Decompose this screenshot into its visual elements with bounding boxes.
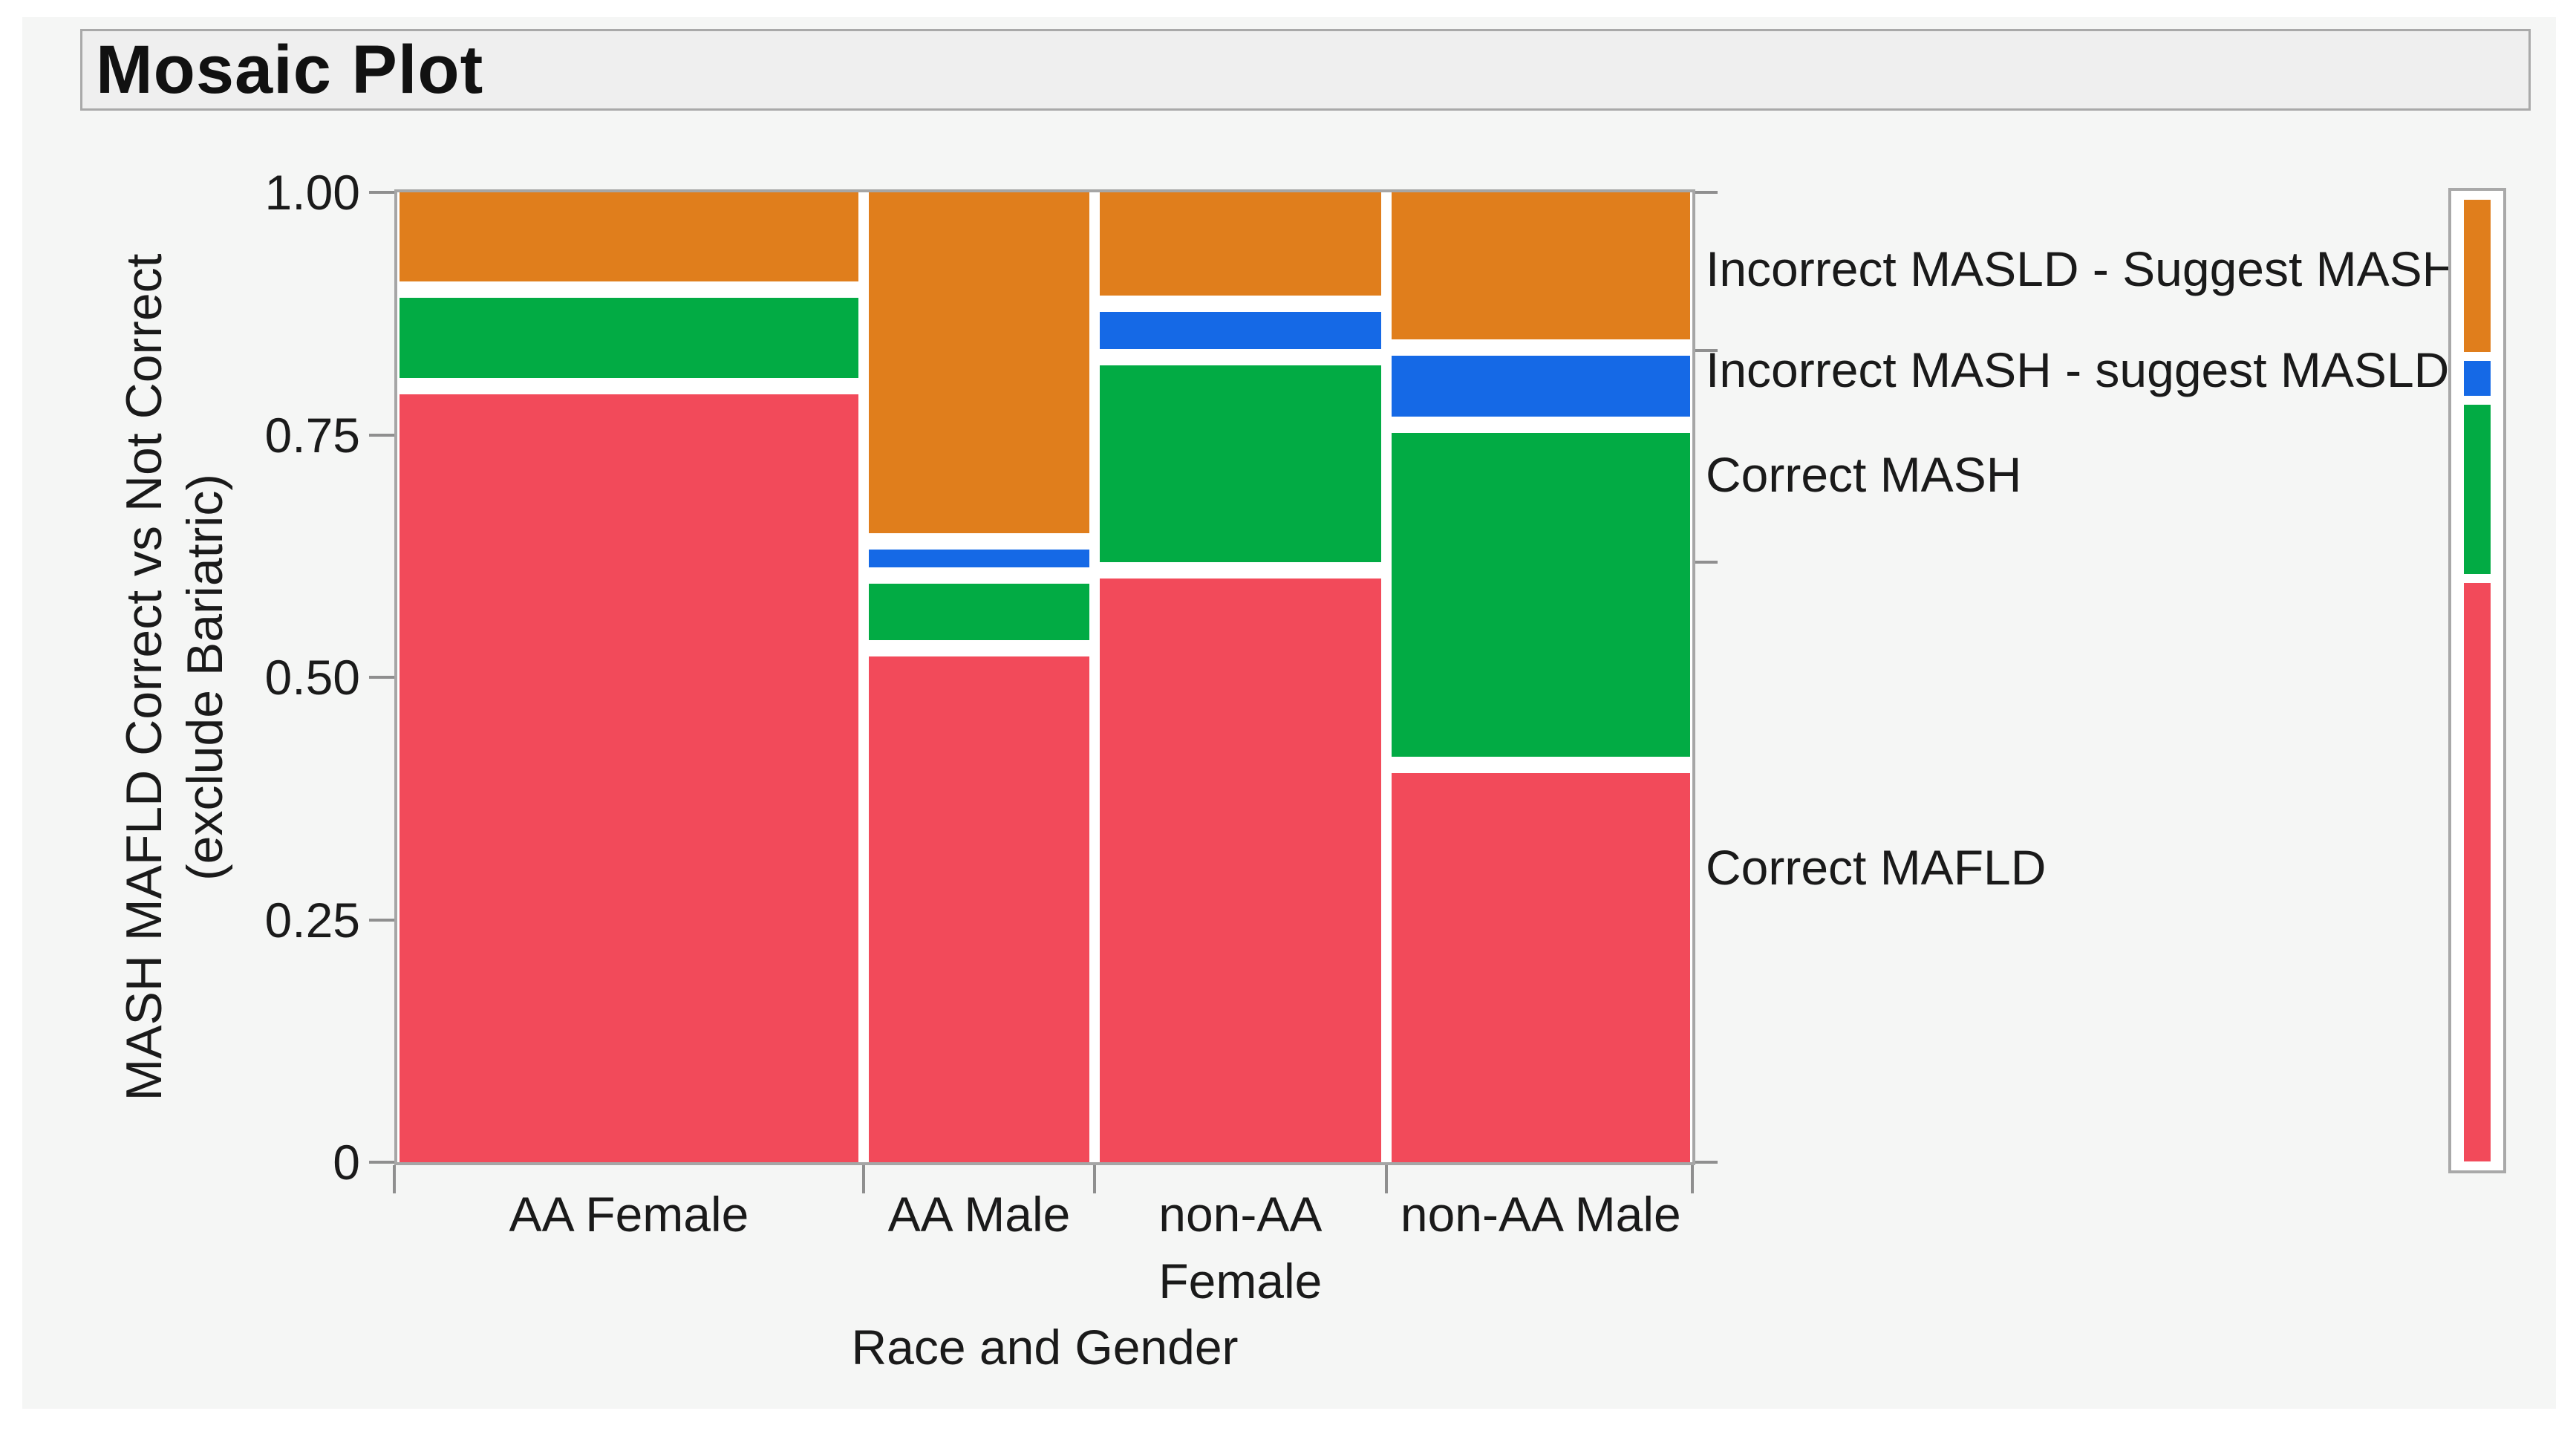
x-tick-label: AA Male [887, 1187, 1071, 1242]
legend-swatch[interactable] [2464, 361, 2491, 396]
x-axis-tick [1384, 1165, 1388, 1193]
mosaic-segment[interactable] [400, 394, 858, 1162]
mosaic-column-1 [868, 192, 1090, 1162]
y-axis-tick [369, 918, 394, 922]
y-tick-label: 0.50 [264, 650, 360, 705]
mosaic-segment[interactable] [1391, 772, 1690, 1162]
mosaic-column-0 [400, 192, 858, 1162]
y-axis-title-line1: MASH MAFLD Correct vs Not Correct [116, 253, 172, 1101]
y-axis-title-line2: (exclude Bariatric) [177, 474, 233, 881]
y-axis-tick [369, 191, 394, 194]
mosaic-segment[interactable] [1100, 365, 1381, 563]
y-tick-label: 0.75 [264, 407, 360, 463]
right-axis-tick [1695, 1161, 1718, 1164]
legend-label: Incorrect MASH - suggest MASLD [1706, 342, 2450, 397]
mosaic-segment[interactable] [1391, 355, 1690, 417]
y-axis-title: MASH MAFLD Correct vs Not Correct (exclu… [114, 120, 235, 1234]
mosaic-segment[interactable] [868, 550, 1090, 567]
legend-colorbar [2448, 188, 2506, 1173]
x-axis-tick [861, 1165, 865, 1193]
mosaic-plot-area [397, 192, 1692, 1162]
x-tick-label: non-AA Male [1400, 1187, 1681, 1242]
y-tick-label: 0.25 [264, 892, 360, 948]
x-axis-title: Race and Gender [851, 1320, 1239, 1375]
mosaic-segment[interactable] [1100, 312, 1381, 350]
x-tick-label: AA Female [509, 1187, 749, 1242]
mosaic-column-3 [1391, 192, 1690, 1162]
report-panel: Mosaic Plot 1.00 0.75 0.50 0.25 0 AA Female A… [22, 17, 2556, 1409]
x-axis-tick [1691, 1165, 1694, 1193]
legend-swatch[interactable] [2464, 582, 2491, 1161]
y-axis-tick [369, 1161, 394, 1164]
x-tick-label: non-AA [1158, 1187, 1323, 1242]
mosaic-segment[interactable] [868, 656, 1090, 1162]
mosaic-segment[interactable] [400, 297, 858, 379]
mosaic-segment[interactable] [1100, 579, 1381, 1162]
mosaic-column-2 [1100, 192, 1381, 1162]
legend-label: Incorrect MASLD - Suggest MASH [1706, 241, 2458, 297]
y-tick-label: 1.00 [264, 165, 360, 220]
right-axis-tick [1695, 348, 1718, 352]
page-title[interactable]: Mosaic Plot [96, 31, 484, 108]
right-axis-tick [1695, 560, 1718, 564]
y-tick-label: 0 [333, 1135, 360, 1190]
legend-label: Correct MASH [1706, 447, 2022, 503]
report-title-bar[interactable]: Mosaic Plot [80, 29, 2531, 111]
mosaic-segment[interactable] [1391, 192, 1690, 339]
y-axis-tick [369, 433, 394, 437]
legend-swatch[interactable] [2464, 404, 2491, 574]
mosaic-segment[interactable] [1391, 433, 1690, 757]
y-axis-tick [369, 676, 394, 679]
mosaic-segment[interactable] [868, 583, 1090, 640]
x-axis-tick [1093, 1165, 1097, 1193]
legend-swatch[interactable] [2464, 200, 2491, 353]
mosaic-segment[interactable] [1100, 192, 1381, 296]
mosaic-segment[interactable] [400, 192, 858, 281]
mosaic-segment[interactable] [868, 192, 1090, 534]
x-tick-label: Female [1158, 1254, 1323, 1308]
x-axis-tick [393, 1165, 396, 1193]
right-axis-tick [1695, 191, 1718, 194]
legend-label: Correct MAFLD [1706, 839, 2047, 895]
